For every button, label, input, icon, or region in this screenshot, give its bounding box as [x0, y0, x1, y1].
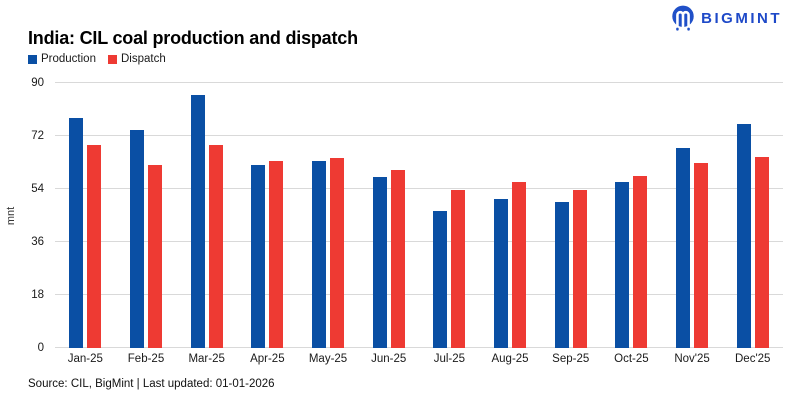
- legend-item-production: Production: [28, 53, 96, 65]
- x-label-Aug-25: Aug-25: [491, 353, 529, 365]
- x-label-Apr-25: Apr-25: [250, 353, 285, 365]
- bar-group-Apr-25: [237, 83, 298, 348]
- bigmint-logo-text: BIGMINT: [701, 9, 782, 27]
- legend-production-label: Production: [41, 53, 96, 65]
- bar-dispatch-Apr-25: [269, 161, 284, 348]
- bar-production-Sep-25: [554, 202, 569, 348]
- bar-group-Jun-25: [358, 83, 419, 348]
- bar-group-Oct-25: [601, 83, 662, 348]
- y-tick-0: 0: [37, 341, 44, 354]
- x-label-Jan-25: Jan-25: [67, 353, 103, 365]
- gridline-36: [55, 241, 783, 242]
- bar-production-Jul-25: [433, 211, 448, 348]
- gridline-72: [55, 135, 783, 136]
- bar-dispatch-May-25: [330, 158, 345, 348]
- bar-group-Jan-25: [55, 83, 116, 348]
- legend-item-dispatch: Dispatch: [107, 53, 166, 65]
- x-label-Dec'25: Dec'25: [735, 353, 771, 365]
- bar-group-Nov'25: [662, 83, 723, 348]
- bar-production-Aug-25: [494, 199, 509, 348]
- bar-group-Jul-25: [419, 83, 480, 348]
- gridline-54: [55, 188, 783, 189]
- y-tick-36: 36: [31, 235, 44, 248]
- bar-dispatch-Jul-25: [451, 190, 466, 348]
- bar-groups: [55, 83, 783, 348]
- gridline-90: [55, 82, 783, 83]
- bar-group-Aug-25: [480, 83, 541, 348]
- y-tick-18: 18: [31, 288, 44, 301]
- legend-dispatch-label: Dispatch: [120, 53, 166, 65]
- x-label-Mar-25: Mar-25: [188, 353, 225, 365]
- y-tick-90: 90: [31, 76, 44, 89]
- bar-dispatch-Dec'25: [754, 156, 769, 348]
- bar-group-Sep-25: [540, 83, 601, 348]
- bar-dispatch-Jan-25: [87, 144, 102, 348]
- x-label-Jul-25: Jul-25: [433, 353, 466, 365]
- x-axis-labels: Jan-25 Feb-25 Mar-25 Apr-25 May-25 Jun-25 Jul-…: [55, 353, 783, 365]
- y-tick-54: 54: [31, 182, 44, 195]
- bar-group-Dec'25: [722, 83, 783, 348]
- bar-chart-plot-area: mnt 0 18 36 54 72 90: [5, 77, 783, 353]
- bar-dispatch-Nov'25: [694, 162, 709, 348]
- x-label-May-25: May-25: [308, 353, 348, 365]
- y-axis-ticks: 0 18 36 54 72 90: [14, 77, 44, 353]
- bar-dispatch-Jun-25: [390, 169, 405, 348]
- x-label-Jun-25: Jun-25: [371, 353, 407, 365]
- bar-group-Mar-25: [176, 83, 237, 348]
- bigmint-logo: BIGMINT: [671, 5, 782, 31]
- bar-production-Oct-25: [615, 181, 630, 348]
- chart-legend: Production Dispatch: [28, 53, 166, 65]
- bar-group-May-25: [298, 83, 359, 348]
- bar-production-Mar-25: [190, 94, 205, 348]
- x-label-Sep-25: Sep-25: [552, 353, 590, 365]
- bar-dispatch-Sep-25: [572, 190, 587, 348]
- bar-production-May-25: [312, 161, 327, 348]
- bar-production-Jan-25: [69, 118, 84, 348]
- x-label-Oct-25: Oct-25: [614, 353, 649, 365]
- bar-production-Nov'25: [676, 147, 691, 348]
- source-note: Source: CIL, BigMint | Last updated: 01-…: [28, 378, 275, 390]
- bar-dispatch-Oct-25: [633, 175, 648, 348]
- x-label-Nov'25: Nov'25: [674, 353, 710, 365]
- bar-dispatch-Aug-25: [512, 181, 527, 348]
- bar-production-Feb-25: [130, 130, 144, 348]
- bar-dispatch-Feb-25: [148, 165, 162, 348]
- production-swatch-icon: [28, 54, 37, 64]
- bar-group-Feb-25: [116, 83, 177, 348]
- gridline-0: [55, 347, 783, 348]
- x-label-Feb-25: Feb-25: [127, 353, 165, 365]
- gridline-18: [55, 294, 783, 295]
- chart-title: India: CIL coal production and dispatch: [28, 28, 358, 48]
- y-tick-72: 72: [31, 129, 44, 142]
- bigmint-logo-icon: [672, 5, 694, 31]
- bar-production-Dec'25: [736, 124, 751, 348]
- bar-dispatch-Mar-25: [208, 144, 223, 348]
- bar-production-Apr-25: [251, 165, 266, 348]
- dispatch-swatch-icon: [107, 54, 117, 64]
- bar-production-Jun-25: [372, 177, 387, 348]
